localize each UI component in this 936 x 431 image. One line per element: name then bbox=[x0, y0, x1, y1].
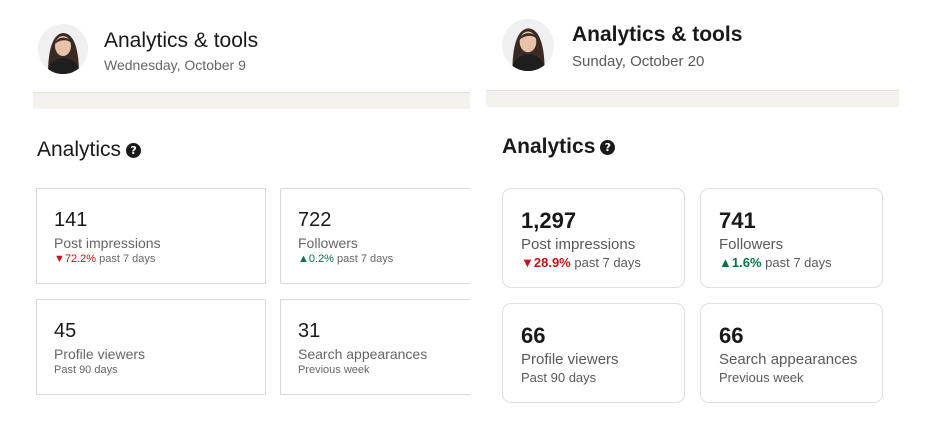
analytics-heading-label: Analytics bbox=[37, 138, 122, 161]
header-date: Sunday, October 20 bbox=[572, 53, 705, 70]
search-appearances-card[interactable]: 31 Search appearances Previous week bbox=[280, 299, 470, 395]
metric-value: 66 bbox=[521, 323, 546, 348]
change-percent: 1.6% bbox=[731, 255, 762, 270]
metric-label: Post impressions bbox=[521, 236, 636, 253]
header-title: Analytics & tools bbox=[104, 29, 259, 52]
help-icon[interactable]: ? bbox=[600, 139, 616, 155]
metric-change: ▼72.2% past 7 days bbox=[54, 253, 155, 265]
metric-label: Search appearances bbox=[719, 351, 858, 368]
change-percent: 28.9% bbox=[533, 255, 571, 270]
analytics-heading: Analytics? bbox=[37, 138, 142, 162]
analytics-heading-label: Analytics bbox=[502, 135, 596, 158]
metric-period: Previous week bbox=[298, 364, 370, 376]
metric-value: 141 bbox=[54, 209, 88, 231]
metric-label: Followers bbox=[719, 236, 784, 253]
triangle-up-icon: ▲ bbox=[719, 255, 732, 270]
change-percent: 72.2% bbox=[64, 253, 97, 265]
profile-avatar[interactable] bbox=[38, 24, 88, 74]
metric-change: ▲1.6% past 7 days bbox=[719, 255, 832, 270]
analytics-heading: Analytics? bbox=[502, 135, 616, 159]
triangle-up-icon: ▲ bbox=[298, 253, 309, 265]
header-title: Analytics & tools bbox=[572, 23, 743, 46]
avatar-image bbox=[38, 24, 88, 74]
search-appearances-card[interactable]: 66 Search appearances Previous week bbox=[700, 303, 883, 403]
profile-avatar[interactable] bbox=[502, 19, 554, 71]
analytics-panel-oct-20: Analytics & tools Sunday, October 20 Ana… bbox=[486, 0, 936, 431]
metric-value: 31 bbox=[298, 320, 321, 342]
metric-value: 1,297 bbox=[521, 208, 577, 233]
metric-label: Profile viewers bbox=[521, 351, 619, 368]
change-period: past 7 days bbox=[99, 253, 156, 265]
analytics-panel-oct-9: Analytics & tools Wednesday, October 9 A… bbox=[33, 24, 470, 395]
profile-viewers-card[interactable]: 66 Profile viewers Past 90 days bbox=[502, 303, 685, 403]
metric-period: Previous week bbox=[719, 370, 804, 385]
post-impressions-card[interactable]: 1,297 Post impressions ▼28.9% past 7 day… bbox=[502, 188, 685, 288]
header-date: Wednesday, October 9 bbox=[104, 57, 246, 73]
triangle-down-icon: ▼ bbox=[521, 255, 534, 270]
metric-period: Past 90 days bbox=[54, 364, 118, 376]
metric-value: 722 bbox=[298, 209, 332, 231]
metric-label: Search appearances bbox=[298, 346, 428, 362]
profile-viewers-card[interactable]: 45 Profile viewers Past 90 days bbox=[36, 299, 266, 395]
change-period: past 7 days bbox=[574, 255, 641, 270]
metric-value: 66 bbox=[719, 323, 744, 348]
change-period: past 7 days bbox=[765, 255, 832, 270]
metric-value: 741 bbox=[719, 208, 756, 233]
divider-band bbox=[486, 90, 899, 107]
followers-card[interactable]: 741 Followers ▲1.6% past 7 days bbox=[700, 188, 883, 288]
metric-change: ▼28.9% past 7 days bbox=[521, 255, 641, 270]
divider-band bbox=[33, 92, 470, 109]
metric-label: Post impressions bbox=[54, 235, 161, 251]
triangle-down-icon: ▼ bbox=[54, 253, 65, 265]
change-percent: 0.2% bbox=[308, 253, 334, 265]
metric-label: Followers bbox=[298, 235, 358, 251]
metric-value: 45 bbox=[54, 320, 77, 342]
metric-label: Profile viewers bbox=[54, 346, 146, 362]
metric-change: ▲0.2% past 7 days bbox=[298, 253, 393, 265]
avatar-image bbox=[502, 19, 554, 71]
metric-period: Past 90 days bbox=[521, 370, 597, 385]
followers-card[interactable]: 722 Followers ▲0.2% past 7 days bbox=[280, 188, 470, 284]
change-period: past 7 days bbox=[337, 253, 394, 265]
help-icon[interactable]: ? bbox=[126, 142, 142, 158]
post-impressions-card[interactable]: 141 Post impressions ▼72.2% past 7 days bbox=[36, 188, 266, 284]
